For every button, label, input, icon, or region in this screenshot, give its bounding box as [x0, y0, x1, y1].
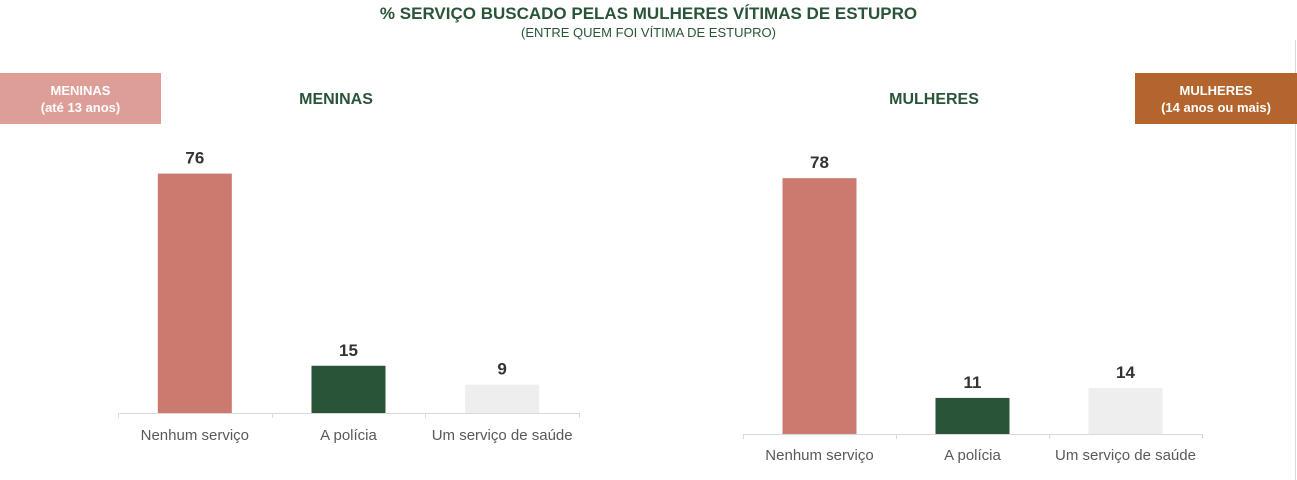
- category-label: A polícia: [320, 427, 377, 444]
- category-label: Nenhum serviço: [765, 447, 873, 464]
- data-label: 11: [964, 373, 982, 392]
- badge-mulheres: MULHERES (14 anos ou mais): [1135, 73, 1297, 124]
- data-label: 14: [1116, 363, 1135, 382]
- category-label: Um serviço de saúde: [432, 427, 573, 444]
- data-label: 15: [339, 341, 358, 360]
- chart-subtitle: (ENTRE QUEM FOI VÍTIMA DE ESTUPRO): [521, 25, 776, 40]
- badge-meninas: MENINAS (até 13 anos): [0, 73, 161, 124]
- chart-title: % SERVIÇO BUSCADO PELAS MULHERES VÍTIMAS…: [379, 4, 918, 23]
- bar: [157, 173, 232, 413]
- data-label: 76: [185, 149, 204, 168]
- badge-meninas-label: MENINAS: [50, 82, 111, 98]
- bar: [465, 384, 540, 413]
- category-label: A polícia: [944, 447, 1001, 464]
- bar: [311, 365, 386, 413]
- frame-border: [1295, 40, 1296, 480]
- badge-mulheres-label: MULHERES: [1179, 82, 1253, 98]
- panel-title-meninas: MENINAS: [299, 91, 373, 108]
- category-label: Nenhum serviço: [141, 427, 249, 444]
- bar: [1088, 388, 1163, 434]
- badge-meninas-age: (até 13 anos): [40, 99, 121, 115]
- data-label: 78: [810, 153, 829, 172]
- bar: [782, 178, 857, 434]
- data-label: 9: [497, 360, 506, 379]
- panel-title-mulheres: MULHERES: [889, 91, 979, 108]
- bar: [935, 397, 1010, 434]
- badge-mulheres-age: (14 anos ou mais): [1161, 99, 1271, 115]
- category-label: Um serviço de saúde: [1055, 447, 1196, 464]
